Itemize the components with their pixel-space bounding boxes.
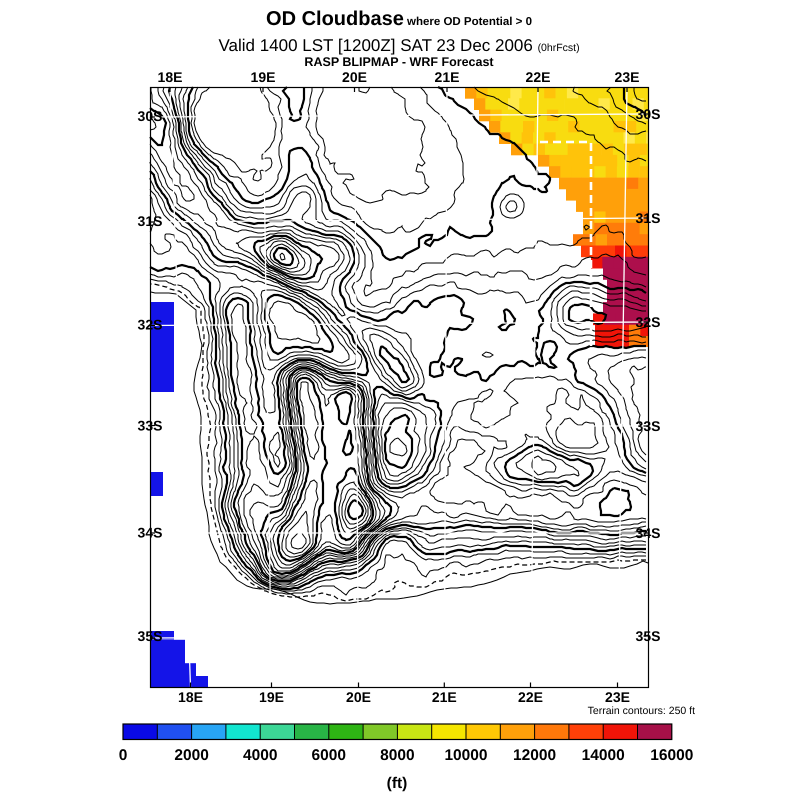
svg-text:Terrain contours: 250 ft: Terrain contours: 250 ft — [588, 705, 695, 717]
svg-text:33S: 33S — [636, 418, 661, 434]
svg-text:22E: 22E — [526, 69, 551, 85]
svg-text:30S: 30S — [138, 108, 163, 124]
svg-text:0: 0 — [119, 747, 128, 764]
svg-text:14000: 14000 — [582, 747, 625, 764]
svg-text:OD Cloudbase where OD Potentia: OD Cloudbase where OD Potential > 0 — [266, 8, 532, 30]
svg-text:16000: 16000 — [650, 747, 693, 764]
svg-text:12000: 12000 — [513, 747, 556, 764]
svg-text:(ft): (ft) — [387, 775, 408, 792]
svg-text:18E: 18E — [178, 689, 203, 705]
svg-text:RASP BLIPMAP - WRF Forecast: RASP BLIPMAP - WRF Forecast — [304, 55, 494, 69]
svg-text:8000: 8000 — [380, 747, 414, 764]
svg-text:32S: 32S — [636, 314, 661, 330]
svg-text:19E: 19E — [259, 689, 284, 705]
svg-text:31S: 31S — [138, 213, 163, 229]
svg-text:35S: 35S — [636, 628, 661, 644]
svg-text:33S: 33S — [138, 418, 163, 434]
svg-text:20E: 20E — [346, 689, 371, 705]
svg-text:18E: 18E — [158, 69, 183, 85]
svg-text:2000: 2000 — [174, 747, 208, 764]
svg-text:30S: 30S — [636, 106, 661, 122]
svg-text:34S: 34S — [636, 525, 661, 541]
svg-text:4000: 4000 — [243, 747, 277, 764]
svg-text:10000: 10000 — [444, 747, 487, 764]
svg-text:21E: 21E — [435, 69, 460, 85]
svg-text:34S: 34S — [138, 525, 163, 541]
svg-text:23E: 23E — [615, 69, 640, 85]
svg-text:6000: 6000 — [312, 747, 346, 764]
svg-text:32S: 32S — [138, 317, 163, 333]
svg-text:20E: 20E — [342, 69, 367, 85]
svg-text:Valid 1400 LST [1200Z] SAT 23: Valid 1400 LST [1200Z] SAT 23 Dec 2006 (… — [218, 36, 579, 55]
svg-text:35S: 35S — [138, 628, 163, 644]
svg-text:21E: 21E — [432, 689, 457, 705]
svg-text:19E: 19E — [251, 69, 276, 85]
svg-text:31S: 31S — [636, 210, 661, 226]
svg-text:23E: 23E — [605, 689, 630, 705]
svg-text:22E: 22E — [518, 689, 543, 705]
